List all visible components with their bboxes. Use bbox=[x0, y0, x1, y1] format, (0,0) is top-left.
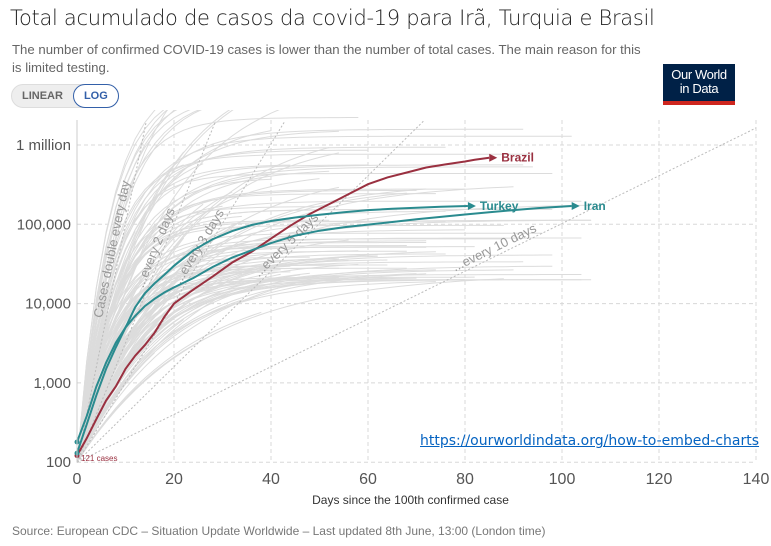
chart-subtitle: The number of confirmed COVID-19 cases i… bbox=[12, 42, 641, 75]
x-tick-label: 80 bbox=[456, 471, 474, 488]
background-country-line bbox=[76, 299, 243, 463]
series-arrow bbox=[489, 153, 498, 162]
y-tick-label: 1 million bbox=[16, 137, 71, 154]
y-tick-label: 100,000 bbox=[17, 216, 71, 233]
scale-toggle[interactable]: LINEAR LOG bbox=[11, 84, 119, 108]
background-country-line bbox=[76, 279, 592, 463]
background-country-line bbox=[76, 240, 427, 463]
x-tick-label: 0 bbox=[73, 471, 82, 488]
x-axis-label: Days since the 100th confirmed case bbox=[312, 493, 509, 507]
grid-lines bbox=[77, 120, 757, 463]
background-country-line bbox=[76, 110, 168, 463]
background-country-line bbox=[76, 110, 200, 463]
background-country-line bbox=[76, 135, 572, 463]
background-country-line bbox=[76, 110, 234, 463]
background-country-line bbox=[76, 245, 407, 463]
background-country-line bbox=[76, 164, 368, 463]
background-country-line bbox=[76, 272, 310, 463]
background-country-line bbox=[76, 273, 417, 463]
background-country-line bbox=[76, 163, 204, 463]
x-tick-label: 20 bbox=[165, 471, 183, 488]
series-line-brazil bbox=[76, 156, 490, 457]
background-country-line bbox=[76, 173, 553, 463]
x-tick-label: 120 bbox=[646, 471, 673, 488]
background-country-line bbox=[76, 117, 359, 463]
background-country-line bbox=[76, 164, 291, 463]
series-arrow bbox=[571, 202, 580, 211]
background-country-line bbox=[76, 110, 168, 463]
axes: 100 1,000 10,000 100,000 1 million 0 20 40 60 80 1… bbox=[16, 120, 769, 488]
doubling-line bbox=[76, 120, 424, 463]
embed-link[interactable]: https://ourworldindata.org/how-to-embed-… bbox=[420, 433, 760, 449]
x-tick-label: 60 bbox=[359, 471, 377, 488]
background-country-line bbox=[76, 128, 524, 463]
doubling-line bbox=[76, 121, 147, 463]
linear-scale-button[interactable]: LINEAR bbox=[22, 90, 63, 102]
background-country-line bbox=[76, 110, 156, 463]
background-country-line bbox=[76, 110, 231, 463]
background-country-line bbox=[76, 246, 427, 463]
chart-area: Cases double every day ...every 2 days...… bbox=[16, 110, 769, 488]
series-line-iran bbox=[76, 205, 572, 443]
series-arrow bbox=[467, 202, 476, 211]
background-country-line bbox=[76, 193, 436, 463]
x-tick-label: 100 bbox=[549, 471, 576, 488]
background-country-line bbox=[76, 278, 504, 463]
owid-logo[interactable]: Our World in Data bbox=[663, 64, 735, 105]
background-country-lines bbox=[76, 110, 592, 463]
background-country-line bbox=[76, 188, 465, 463]
series-line-turkey bbox=[76, 205, 468, 454]
background-country-line bbox=[76, 227, 233, 463]
series-label: Iran bbox=[584, 199, 606, 213]
log-scale-button[interactable]: LOG bbox=[72, 84, 119, 108]
chart-title: Total acumulado de casos da covid-19 par… bbox=[10, 6, 655, 30]
background-country-line bbox=[76, 246, 475, 463]
background-country-line bbox=[76, 254, 553, 463]
background-country-line bbox=[76, 311, 262, 463]
y-tick-label: 10,000 bbox=[25, 296, 71, 313]
background-country-line bbox=[76, 166, 533, 463]
background-country-line bbox=[76, 149, 368, 463]
background-country-line bbox=[76, 242, 427, 463]
background-country-line bbox=[76, 295, 223, 463]
doubling-line bbox=[76, 120, 286, 463]
source-note: Source: European CDC – Situation Update … bbox=[12, 524, 546, 538]
y-tick-label: 1,000 bbox=[33, 375, 71, 392]
logo-line-2: in Data bbox=[679, 81, 719, 96]
series-label: Brazil bbox=[501, 151, 534, 165]
background-country-line bbox=[76, 281, 436, 463]
background-country-line bbox=[76, 200, 582, 463]
x-tick-label: 140 bbox=[743, 471, 770, 488]
logo-line-1: Our World bbox=[671, 67, 727, 82]
background-country-line bbox=[76, 110, 176, 463]
background-country-line bbox=[76, 130, 339, 463]
start-annotation: 121 cases bbox=[81, 454, 117, 463]
background-country-line bbox=[76, 110, 202, 463]
x-tick-label: 40 bbox=[262, 471, 280, 488]
y-tick-label: 100 bbox=[46, 454, 71, 471]
background-country-line bbox=[76, 130, 272, 463]
